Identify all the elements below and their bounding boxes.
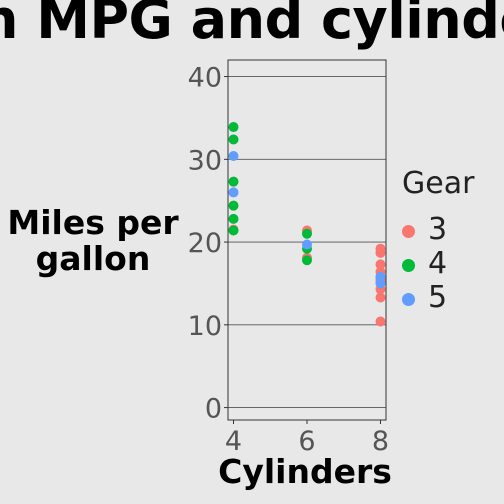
data-point-gear-3-10 xyxy=(375,292,386,303)
legend-label-4: 4 xyxy=(428,246,448,281)
data-point-gear-4-3 xyxy=(228,200,239,211)
data-point-gear-5-0 xyxy=(228,151,239,161)
data-point-gear-4-5 xyxy=(228,225,239,236)
x-axis-ticks: 4 6 8 xyxy=(225,420,389,457)
y-tick-label-30: 30 xyxy=(188,145,222,176)
y-axis-ticks: 0 10 20 30 40 xyxy=(188,63,228,425)
x-tick-label-8: 8 xyxy=(372,426,389,457)
x-axis-label: Cylinders xyxy=(218,452,392,491)
data-point-gear-4-2 xyxy=(228,176,239,187)
legend-label-3: 3 xyxy=(428,212,448,247)
data-point-gear-4-8 xyxy=(302,255,312,266)
data-point-gear-4-4 xyxy=(228,213,239,224)
data-point-gear-5-2 xyxy=(302,239,312,250)
data-point-gear-4-0 xyxy=(228,122,239,133)
y-axis-label: Miles per gallon xyxy=(7,203,179,278)
legend-label-5: 5 xyxy=(428,280,448,315)
data-points xyxy=(228,122,386,327)
data-point-gear-3-5 xyxy=(375,259,386,270)
y-tick-label-10: 10 xyxy=(188,311,222,342)
data-point-gear-5-4 xyxy=(375,278,386,289)
chart-title: n MPG and cylinders xyxy=(0,0,504,51)
data-point-gear-4-1 xyxy=(228,134,239,145)
data-point-gear-5-1 xyxy=(228,187,239,198)
data-point-gear-4-6 xyxy=(302,228,312,239)
y-tick-label-0: 0 xyxy=(205,394,222,425)
legend-key-3 xyxy=(402,225,415,238)
data-point-gear-3-11 xyxy=(375,316,386,327)
y-tick-label-40: 40 xyxy=(188,63,222,94)
x-tick-label-6: 6 xyxy=(298,426,315,457)
legend-title: Gear xyxy=(402,166,475,201)
data-point-gear-3-4 xyxy=(375,247,386,258)
y-tick-label-20: 20 xyxy=(188,228,222,259)
x-tick-label-4: 4 xyxy=(225,426,242,457)
legend-key-5 xyxy=(402,293,415,306)
legend-key-4 xyxy=(402,259,415,272)
